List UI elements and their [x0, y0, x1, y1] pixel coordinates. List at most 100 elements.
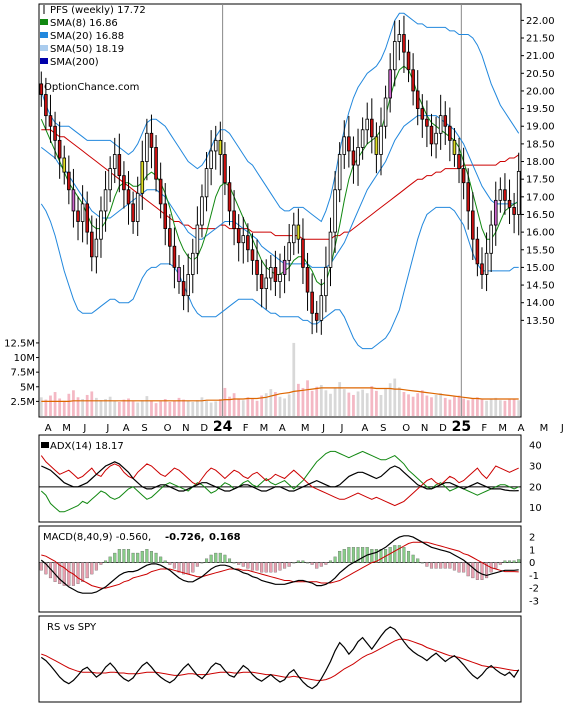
volume-bar — [361, 389, 365, 416]
candle-body — [434, 132, 438, 145]
price-tick-label: 16.00 — [526, 228, 555, 239]
candle-body — [324, 267, 328, 297]
candle-body — [135, 192, 140, 222]
candle-body — [126, 189, 131, 205]
volume-bar — [347, 392, 351, 416]
macd-histogram-bar — [374, 549, 378, 563]
macd-histogram-bar — [388, 547, 392, 563]
macd-histogram-bar — [273, 562, 277, 573]
watermark-text: OptionChance.com — [44, 82, 139, 93]
macd-histogram-bar — [168, 562, 172, 565]
volume-bar — [489, 399, 493, 416]
volume-bar — [150, 400, 153, 416]
volume-bar — [163, 399, 167, 416]
macd-histogram-bar — [269, 562, 273, 573]
sma50-line — [41, 129, 519, 240]
panel-frame-price — [38, 3, 522, 418]
adx-line — [41, 461, 519, 492]
macd-histogram-bar — [429, 562, 434, 569]
volume-bar — [241, 400, 245, 416]
volume-bar — [76, 397, 80, 416]
volume-bar — [315, 386, 319, 416]
candle-body — [99, 210, 103, 240]
macd-histogram-bar — [480, 562, 484, 580]
x-axis-label: S — [380, 423, 386, 434]
volume-bar — [292, 342, 296, 416]
candle-body — [85, 203, 89, 233]
candle-body — [250, 249, 255, 261]
volume-tick-label: 2.5M — [10, 397, 35, 408]
x-axis-label: 24 — [213, 419, 233, 435]
candle-body — [264, 277, 269, 289]
candle-body — [48, 115, 53, 127]
x-axis-label: O — [164, 423, 172, 434]
x-axis-label: M — [62, 423, 71, 434]
macd-histogram-bar — [471, 562, 475, 579]
volume-bar — [306, 380, 309, 416]
candle-body — [452, 139, 457, 155]
volume-bar — [485, 400, 488, 416]
volume-bar — [113, 400, 117, 416]
price-tick-label: 15.50 — [526, 245, 555, 256]
volume-bar — [352, 394, 355, 416]
candle-body — [117, 154, 122, 177]
volume-bar — [402, 392, 406, 416]
candle-body — [484, 252, 489, 275]
adx-tick-label: 10 — [529, 503, 542, 514]
macd-histogram-bar — [301, 560, 305, 563]
volume-bar — [260, 395, 264, 416]
candle-body — [342, 136, 347, 155]
x-axis-label: A — [123, 423, 130, 434]
candle-body — [218, 139, 223, 155]
macd-histogram-bar — [195, 562, 199, 567]
candle-body — [67, 171, 71, 191]
candle-body — [172, 245, 177, 268]
macd-histogram-bar — [434, 562, 438, 569]
candle-body — [209, 150, 213, 169]
macd-histogram-bar — [361, 547, 365, 563]
macd-histogram-bar — [104, 560, 108, 563]
volume-bar — [44, 399, 48, 416]
candle-body — [337, 154, 342, 191]
macd-histogram-bar — [149, 550, 153, 563]
candle-body — [186, 274, 190, 297]
macd-tick-label: -1 — [529, 571, 539, 582]
x-axis-label: D — [200, 423, 208, 434]
candle-body — [255, 259, 259, 275]
volume-bar — [232, 393, 236, 416]
volume-bar — [108, 396, 112, 416]
macd-histogram-bar — [507, 560, 512, 563]
bollinger-upper-line — [40, 12, 520, 223]
volume-bar — [173, 400, 176, 416]
adx-legend-swatch — [41, 442, 49, 448]
volume-bar — [338, 382, 342, 416]
macd-histogram-bar — [333, 556, 337, 563]
macd-histogram-bar — [498, 562, 502, 565]
volume-bar — [480, 399, 484, 416]
volume-bar — [503, 400, 507, 416]
candle-body — [227, 182, 232, 212]
plus-di-line — [40, 455, 519, 507]
candle-body — [246, 235, 250, 251]
volume-bar — [356, 391, 360, 416]
macd-histogram-bar — [186, 562, 190, 575]
macd-histogram-bar — [172, 562, 176, 569]
macd-histogram-bar — [416, 558, 420, 563]
macd-histogram-bar — [351, 547, 355, 563]
macd-histogram-bar — [246, 562, 250, 569]
candle-body — [200, 196, 204, 226]
candle-body — [149, 132, 154, 148]
x-axis-label: J — [321, 423, 325, 434]
macd-histogram-bar — [200, 562, 204, 564]
price-tick-label: 18.50 — [526, 139, 555, 150]
volume-bar — [466, 400, 470, 416]
candle-body — [448, 125, 452, 141]
volume-tick-label: 12.5M — [4, 338, 35, 349]
volume-bar — [246, 397, 250, 416]
candle-body — [195, 224, 200, 254]
macd-histogram-bar — [255, 562, 259, 571]
legend-swatch — [40, 19, 48, 25]
rs-line — [40, 626, 520, 690]
